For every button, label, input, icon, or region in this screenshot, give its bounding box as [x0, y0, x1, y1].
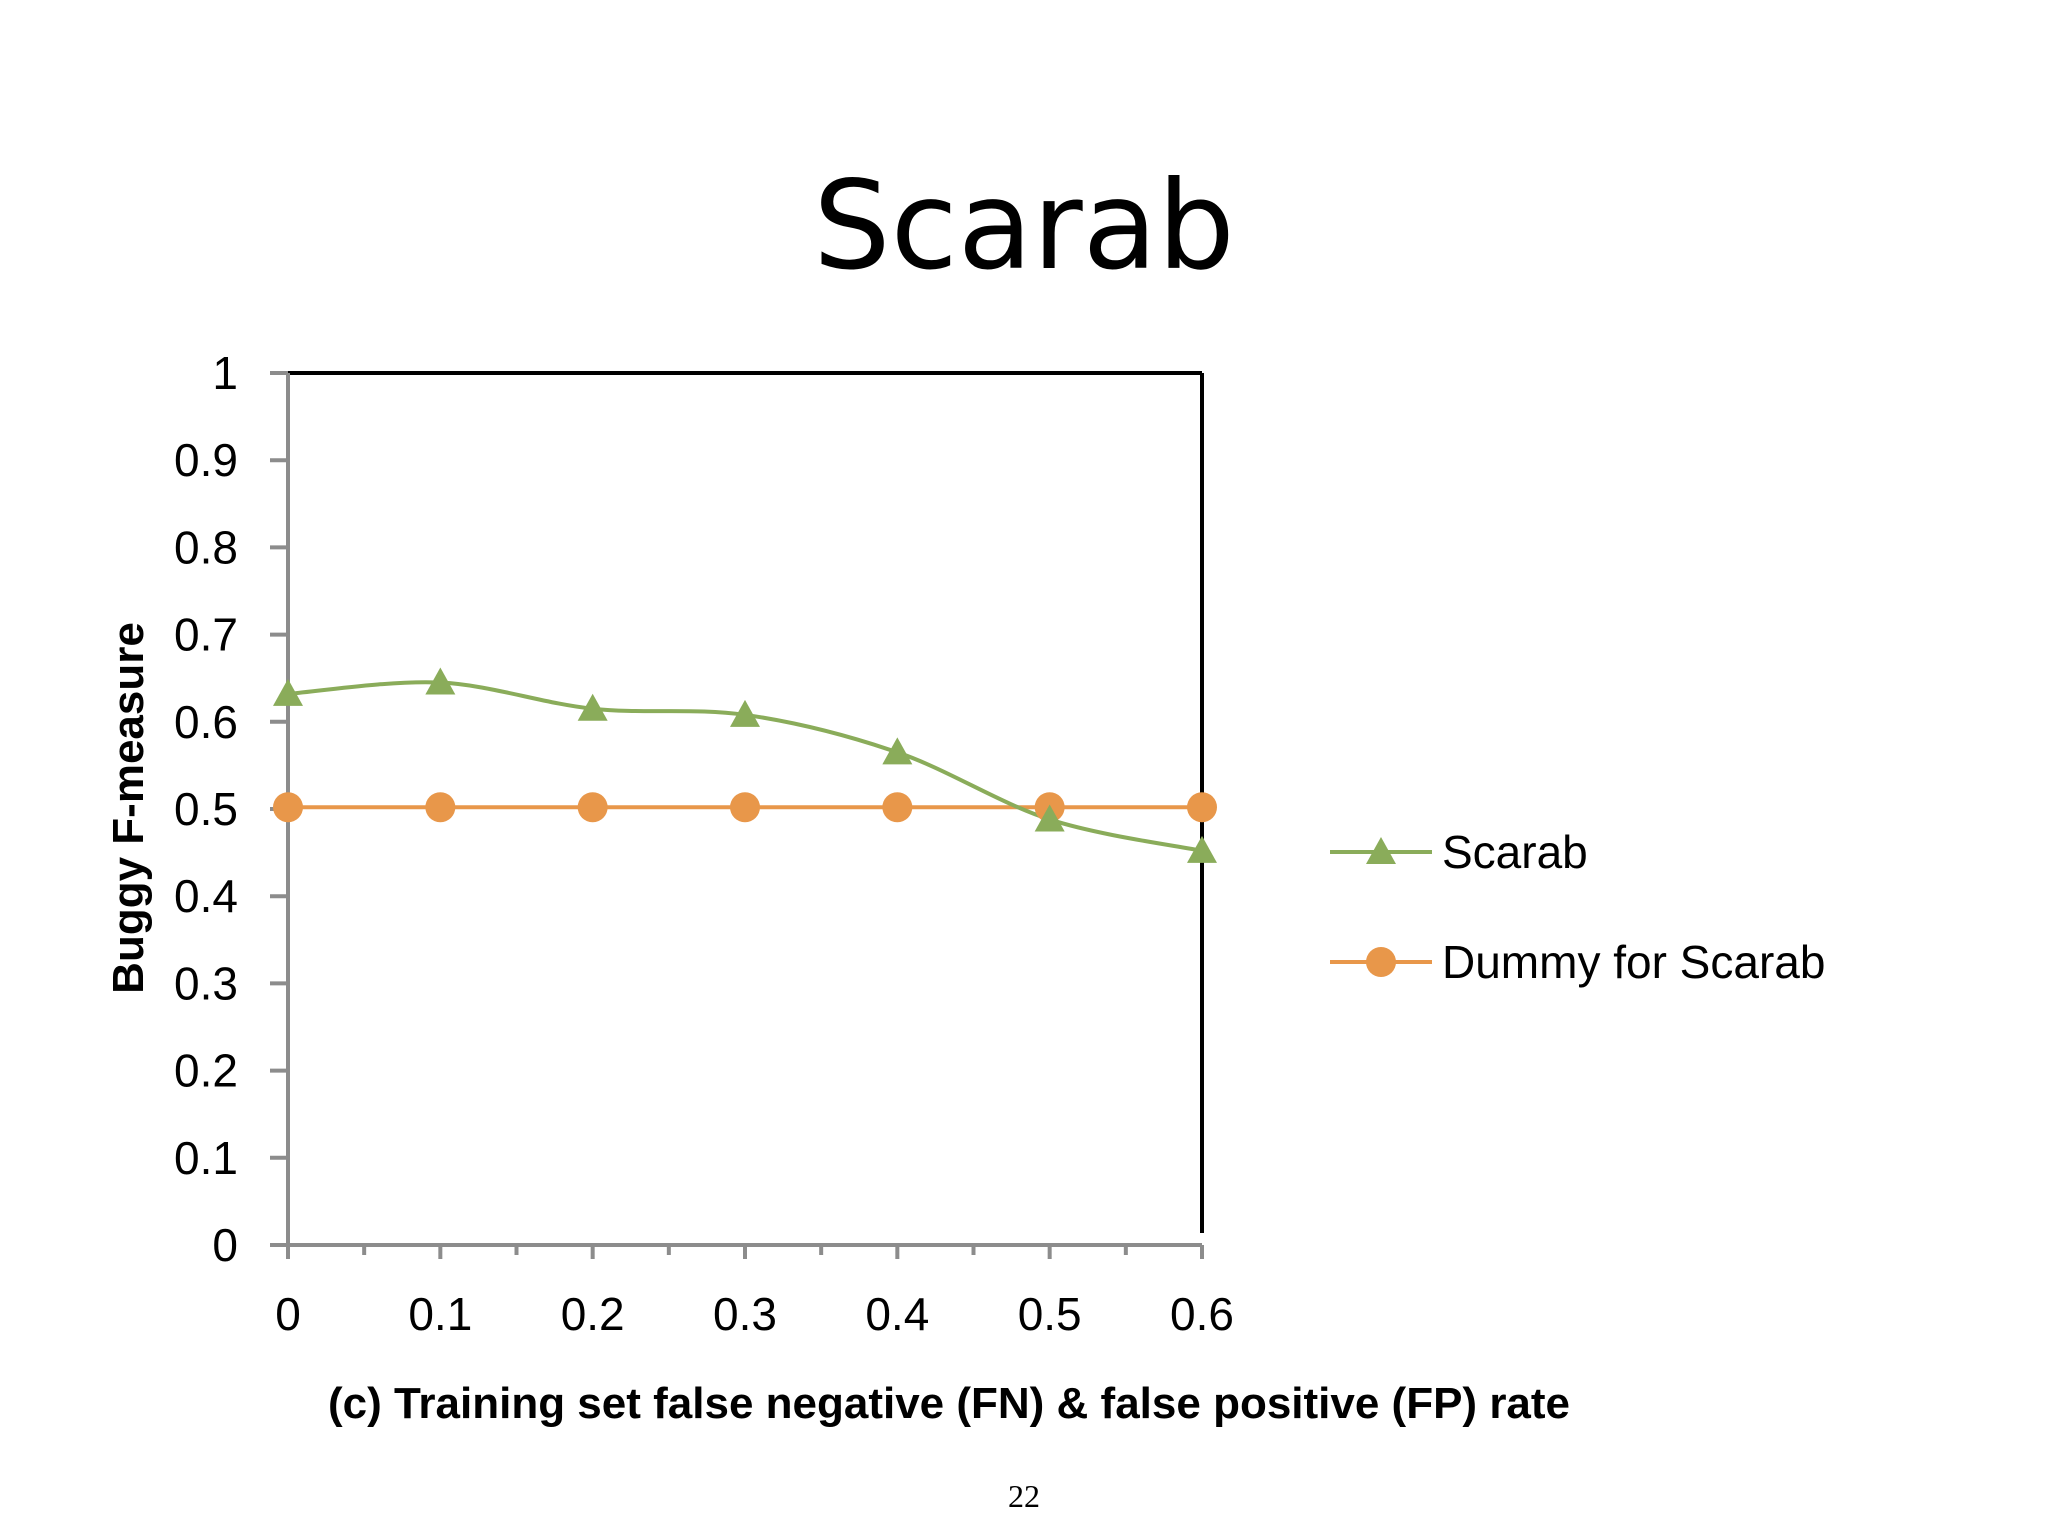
y-tick-label: 1 — [212, 347, 238, 399]
y-tick-label: 0.3 — [174, 957, 238, 1009]
page-number: 22 — [1008, 1478, 1040, 1514]
y-tick-label: 0.5 — [174, 783, 238, 835]
x-tick-label: 0 — [275, 1288, 301, 1340]
data-point-scarab — [882, 737, 913, 765]
y-axis-label: Buggy F-measure — [104, 622, 153, 994]
data-point-dummy-for-scarab — [730, 792, 760, 823]
legend-marker-scarab — [1366, 837, 1396, 864]
legend-marker-dummy-for-scarab — [1366, 947, 1396, 977]
data-point-scarab — [1034, 804, 1065, 832]
y-tick-label: 0.8 — [174, 521, 238, 573]
x-tick-label: 0.5 — [1018, 1288, 1082, 1340]
data-point-dummy-for-scarab — [577, 792, 608, 823]
data-point-scarab — [730, 699, 760, 727]
data-point-dummy-for-scarab — [1187, 792, 1217, 823]
data-point-scarab — [273, 678, 303, 706]
y-tick-label: 0.7 — [174, 609, 238, 661]
x-tick-label: 0.3 — [713, 1288, 777, 1340]
data-point-scarab — [577, 693, 608, 721]
data-point-dummy-for-scarab — [882, 792, 913, 823]
slide-title: Scarab — [813, 155, 1235, 297]
y-tick-label: 0 — [212, 1219, 238, 1271]
y-axis: 0 0.1 0.2 0.3 0.4 0.5 0.6 0.7 0.8 0.9 1 — [174, 347, 290, 1271]
x-tick-label: 0.4 — [865, 1288, 929, 1340]
legend: Scarab Dummy for Scarab — [1330, 826, 1825, 988]
x-axis-label: (c) Training set false negative (FN) & f… — [328, 1379, 1570, 1428]
data-point-dummy-for-scarab — [425, 792, 456, 823]
y-tick-label: 0.6 — [174, 696, 238, 748]
y-tick-label: 0.1 — [174, 1132, 238, 1184]
y-tick-label: 0.2 — [174, 1045, 238, 1097]
series-markers — [273, 667, 1217, 863]
x-axis: 0 0.1 0.2 0.3 0.4 0.5 0.6 — [270, 1243, 1234, 1340]
y-tick-label: 0.9 — [174, 434, 238, 486]
y-tick-label: 0.4 — [174, 870, 238, 922]
x-tick-label: 0.1 — [408, 1288, 472, 1340]
legend-label-scarab: Scarab — [1442, 826, 1588, 878]
data-point-scarab — [1187, 835, 1217, 863]
data-point-scarab — [425, 667, 456, 695]
data-point-dummy-for-scarab — [273, 792, 303, 823]
x-tick-label: 0.6 — [1170, 1288, 1234, 1340]
x-tick-label: 0.2 — [561, 1288, 625, 1340]
legend-label-dummy-for-scarab: Dummy for Scarab — [1442, 936, 1825, 988]
